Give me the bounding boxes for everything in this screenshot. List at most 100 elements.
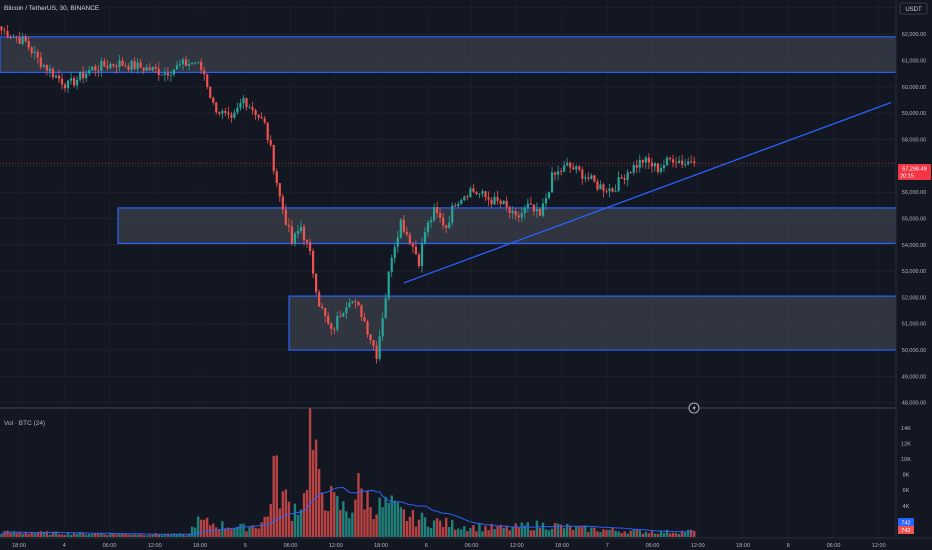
candle-body: [357, 301, 360, 306]
volume-bar: [302, 493, 306, 537]
candle-body: [100, 61, 103, 71]
candle-body: [647, 157, 650, 163]
candle-body: [668, 157, 672, 160]
volume-bar: [656, 533, 660, 537]
candle-body: [560, 171, 563, 173]
candle-body: [139, 62, 142, 68]
volume-bar: [644, 531, 648, 537]
candle-body: [318, 292, 321, 307]
volume-bar: [578, 526, 581, 537]
candle-body: [487, 197, 490, 200]
candle-body: [523, 207, 526, 214]
candle-body: [520, 213, 523, 218]
price-tick-label: 50,000.00: [902, 348, 926, 354]
candle-body: [63, 84, 67, 89]
candle-body: [656, 163, 660, 172]
candle-body: [133, 60, 136, 70]
volume-bar: [435, 518, 439, 537]
trendline[interactable]: [403, 102, 892, 284]
candle-body: [308, 242, 312, 251]
candle-body: [581, 169, 584, 179]
volume-bar: [584, 525, 587, 537]
volume-bar: [245, 531, 248, 537]
candle-body: [24, 36, 27, 42]
volume-bar: [614, 530, 617, 537]
candle-body: [681, 160, 684, 165]
volume-bar: [85, 534, 88, 537]
time-axis[interactable]: [0, 538, 896, 550]
candle-body: [674, 162, 678, 164]
price-zone[interactable]: [117, 207, 897, 245]
volume-bar: [233, 528, 236, 537]
candle-body: [269, 140, 272, 145]
volume-bar: [438, 520, 442, 537]
candle-body: [145, 67, 148, 71]
candle-body: [635, 165, 638, 168]
symbol-title[interactable]: Bitcoin / TetherUS, 30, BINANCE: [4, 5, 100, 12]
volume-bar: [199, 519, 203, 537]
volume-bar: [396, 502, 399, 537]
price-zone[interactable]: [288, 295, 897, 351]
candle-body: [420, 243, 424, 266]
volume-bar: [3, 531, 6, 537]
volume-bar: [650, 531, 654, 537]
time-tick-label: 12:00: [148, 543, 162, 549]
price-axis[interactable]: [896, 0, 932, 538]
volume-bar: [327, 511, 330, 537]
volume-bar: [296, 514, 300, 537]
candle-body: [175, 65, 179, 70]
candle-body: [260, 117, 263, 119]
volume-bar: [202, 519, 206, 537]
candle-body: [393, 246, 396, 258]
time-tick-label: 18:00: [736, 543, 750, 549]
volume-bar: [224, 528, 227, 537]
candle-body: [257, 115, 260, 118]
support-resistance-zones[interactable]: [0, 36, 897, 351]
candle-body: [197, 62, 200, 63]
candle-body: [251, 107, 254, 111]
candle-body: [490, 199, 493, 205]
time-tick-label: 12:00: [691, 543, 705, 549]
volume-bar: [88, 534, 91, 537]
candle-body: [629, 172, 632, 174]
candle-body: [172, 69, 176, 75]
candle-body: [366, 321, 369, 335]
volume-bar: [369, 507, 372, 537]
candle-body: [553, 172, 557, 175]
volume-bar: [632, 529, 635, 537]
volume-last-value-lower: 742: [901, 528, 910, 534]
current-price-tag: [898, 164, 931, 180]
volume-bar: [599, 531, 602, 537]
currency-badge[interactable]: [899, 2, 928, 15]
candle-body: [281, 196, 284, 210]
volume-bar: [581, 525, 584, 537]
candle-body: [451, 205, 454, 223]
volume-bar: [363, 509, 366, 537]
volume-bar: [562, 528, 566, 537]
volume-bar: [142, 535, 145, 537]
volume-pane-title[interactable]: Vol · BTC (24): [4, 420, 45, 427]
candle-body: [544, 198, 548, 204]
candle-body: [103, 61, 106, 67]
candle-body: [623, 178, 626, 180]
volume-bar: [97, 533, 100, 537]
volume-bar: [163, 534, 167, 537]
candle-body: [348, 302, 351, 308]
volume-bar: [266, 516, 269, 537]
volume-bar: [529, 530, 533, 537]
volume-bar: [275, 455, 278, 537]
volume-bar: [166, 533, 170, 537]
candle-body: [345, 307, 348, 314]
trendline-layer[interactable]: [403, 102, 892, 284]
volume-bar: [154, 533, 157, 537]
time-tick-label: 7: [606, 543, 609, 549]
candle-body: [79, 71, 82, 80]
volume-bar: [184, 535, 188, 537]
volume-tick-label: 10K: [901, 457, 911, 463]
volume-bar: [330, 486, 333, 537]
volume-bar: [157, 534, 160, 537]
volume-bar: [94, 533, 97, 537]
candle-body: [302, 226, 306, 241]
